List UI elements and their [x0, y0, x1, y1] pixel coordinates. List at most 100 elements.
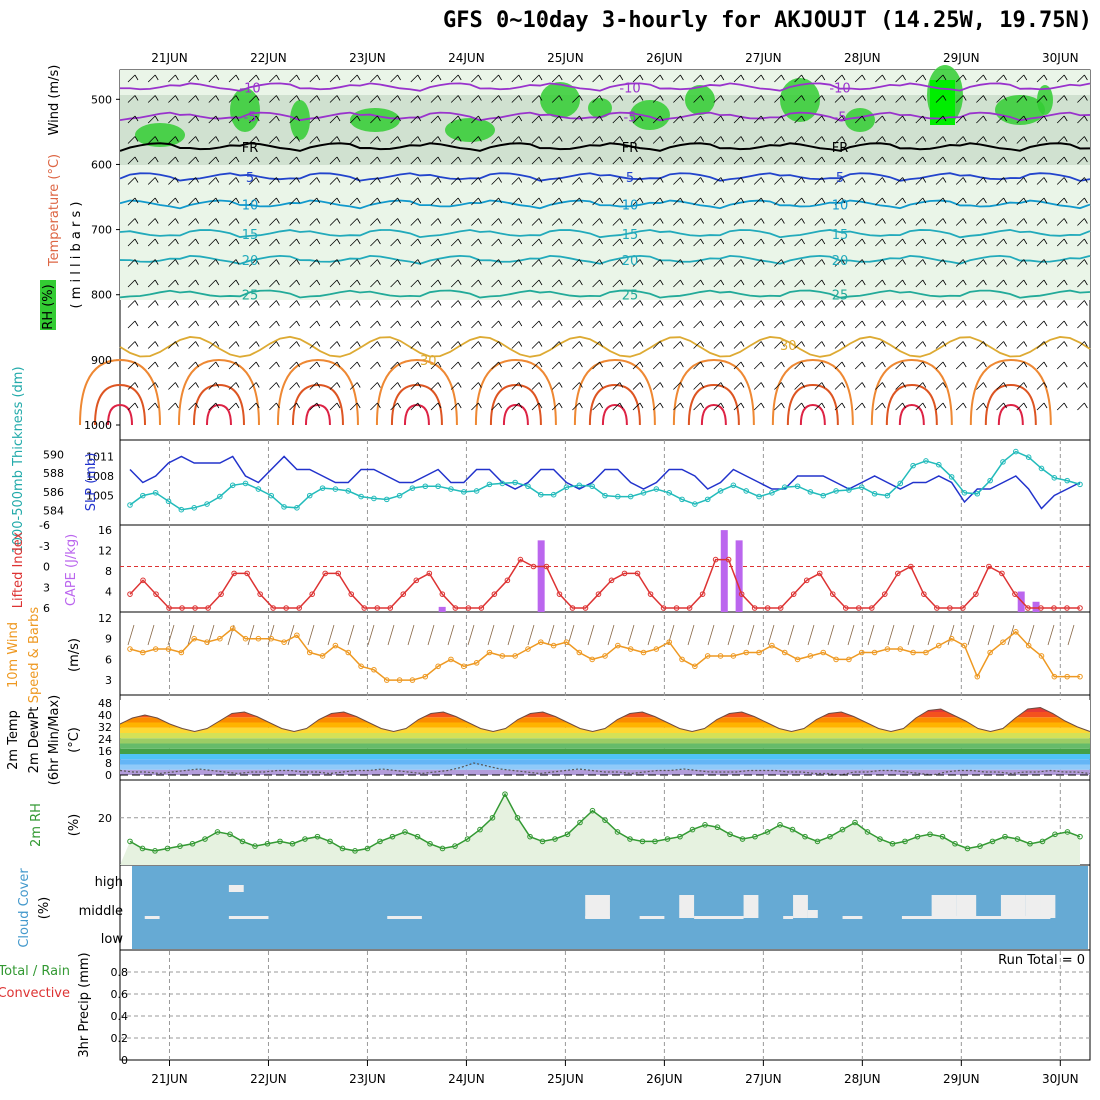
wind-barb: [1043, 300, 1048, 306]
wind-barb: [437, 402, 442, 409]
wind-barb: [329, 341, 338, 349]
wind-barb: [834, 115, 843, 124]
cloud-low: [585, 916, 610, 919]
wind-barb: [175, 156, 179, 163]
wind-barb: [652, 382, 661, 390]
wind-barb: [700, 320, 704, 327]
wind-barb: [895, 177, 903, 185]
wind-barb: [861, 300, 866, 306]
wind-barb: [1036, 259, 1045, 267]
wind-barb: [498, 136, 502, 142]
wind-barb: [518, 197, 523, 204]
thickness-point: [910, 462, 916, 469]
chart-title: GFS 0~10day 3-hourly for AKJOUJT (14.25W…: [442, 8, 1092, 33]
wind-barb: [955, 320, 964, 329]
wind10-point: [948, 635, 955, 642]
wind-barb: [854, 402, 863, 411]
wind-barb: [983, 238, 987, 245]
wind-barb: [632, 320, 641, 329]
wind-barb: [619, 74, 624, 81]
wind-barb: [269, 259, 277, 267]
wind-barb: [713, 361, 722, 370]
wind-barb: [599, 279, 603, 286]
wind-barb: [538, 341, 543, 347]
wind-barb: [134, 279, 139, 286]
wind10-barb: [947, 624, 955, 646]
wind-barb: [511, 382, 520, 390]
wind-barb: [195, 300, 199, 306]
wind-barb: [612, 279, 621, 288]
wind-barb: [336, 279, 341, 286]
wind-barb: [356, 341, 361, 347]
wind-barb: [417, 361, 422, 368]
wind-barb: [996, 279, 1004, 288]
wind-barb: [417, 300, 422, 306]
wind-barb: [296, 259, 300, 265]
wind-barb: [437, 95, 442, 101]
wind-barb: [733, 136, 742, 144]
wind-barb: [471, 382, 479, 390]
wind-barb: [511, 156, 520, 165]
wind-barb: [248, 320, 257, 329]
wind-barb: [511, 402, 520, 411]
wind-barb: [693, 320, 701, 329]
wind-barb: [175, 136, 179, 142]
wind-barb: [1077, 382, 1085, 390]
wind-barb: [377, 279, 381, 286]
wind-barb: [834, 361, 843, 370]
wind-barb: [875, 177, 883, 185]
wind-barb: [652, 361, 661, 370]
wind10-barb: [1027, 624, 1035, 646]
wind-barb: [1043, 156, 1048, 163]
wind-barb: [397, 259, 401, 265]
wind-barb: [659, 197, 664, 204]
wind-barb: [902, 177, 906, 183]
wind-barb: [457, 382, 462, 388]
wind-barb: [518, 156, 523, 163]
wind-barb: [498, 218, 502, 224]
wind-barb: [289, 115, 297, 124]
wind-barb: [693, 218, 701, 226]
wind-barb: [349, 115, 358, 124]
cloud-block: [743, 895, 759, 918]
wind-barb: [471, 115, 479, 124]
wind-barb: [531, 74, 540, 83]
date-label-top: 25JUN: [547, 51, 584, 65]
wind-barb: [841, 402, 846, 409]
wind-barb: [861, 238, 866, 245]
wind-barb: [801, 197, 805, 204]
wind-barb: [336, 402, 341, 409]
contour-label: 5: [246, 171, 254, 186]
wind-barb: [296, 279, 300, 286]
wind-barb: [235, 95, 240, 101]
wind-barb: [753, 382, 762, 390]
wind-barb: [195, 361, 199, 368]
contour-label: -5: [244, 111, 257, 126]
wind-barb: [774, 156, 782, 165]
contour-loop: [771, 358, 854, 426]
wind-barb: [296, 74, 300, 81]
wind-barb: [410, 402, 419, 411]
wind-barb: [760, 259, 765, 265]
thickness-point: [268, 492, 275, 499]
wind-barb: [753, 341, 762, 349]
wind-barb: [854, 156, 863, 165]
contour-label: 25: [622, 288, 639, 303]
wind-barb: [551, 341, 560, 349]
wind-barb: [942, 382, 947, 388]
wind-barb: [370, 95, 378, 103]
wind-barb: [498, 74, 502, 81]
wind10-unit: (m/s): [67, 638, 82, 672]
wind-barb: [336, 341, 341, 347]
wind-barb: [902, 300, 906, 306]
wind-barb: [248, 402, 257, 411]
wind-barb: [215, 382, 220, 388]
wind-barb: [882, 156, 886, 163]
wind-barb: [599, 115, 603, 122]
wind-barb: [713, 197, 722, 206]
wind-barb: [579, 218, 583, 224]
wind-barb: [1016, 259, 1025, 267]
wind-barb: [700, 259, 704, 265]
wind-barb: [316, 197, 321, 204]
wind-barb: [592, 341, 600, 349]
